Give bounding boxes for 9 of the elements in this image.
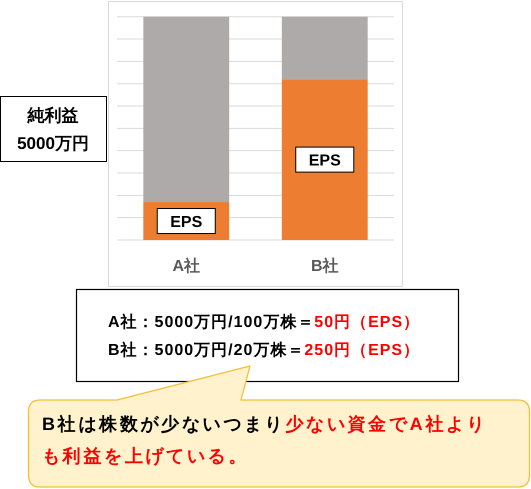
y-axis-title: 純利益 5000万円	[17, 106, 89, 153]
category-label: B社	[310, 258, 339, 275]
category-label: A社	[172, 258, 200, 275]
formula-box: A社：5000万円/100万株＝50円（EPS） B社：5000万円/20万株＝250円（EPS）	[76, 288, 460, 382]
series-label: EPS	[295, 146, 354, 173]
series-label: EPS	[170, 214, 203, 232]
callout-text: B社は株数が少ないつまり 少ない資金でA社よりも利益を上げている。	[42, 414, 488, 466]
series-label: EPS	[156, 208, 216, 234]
ylabel: 純利益 5000万円	[0, 96, 107, 162]
